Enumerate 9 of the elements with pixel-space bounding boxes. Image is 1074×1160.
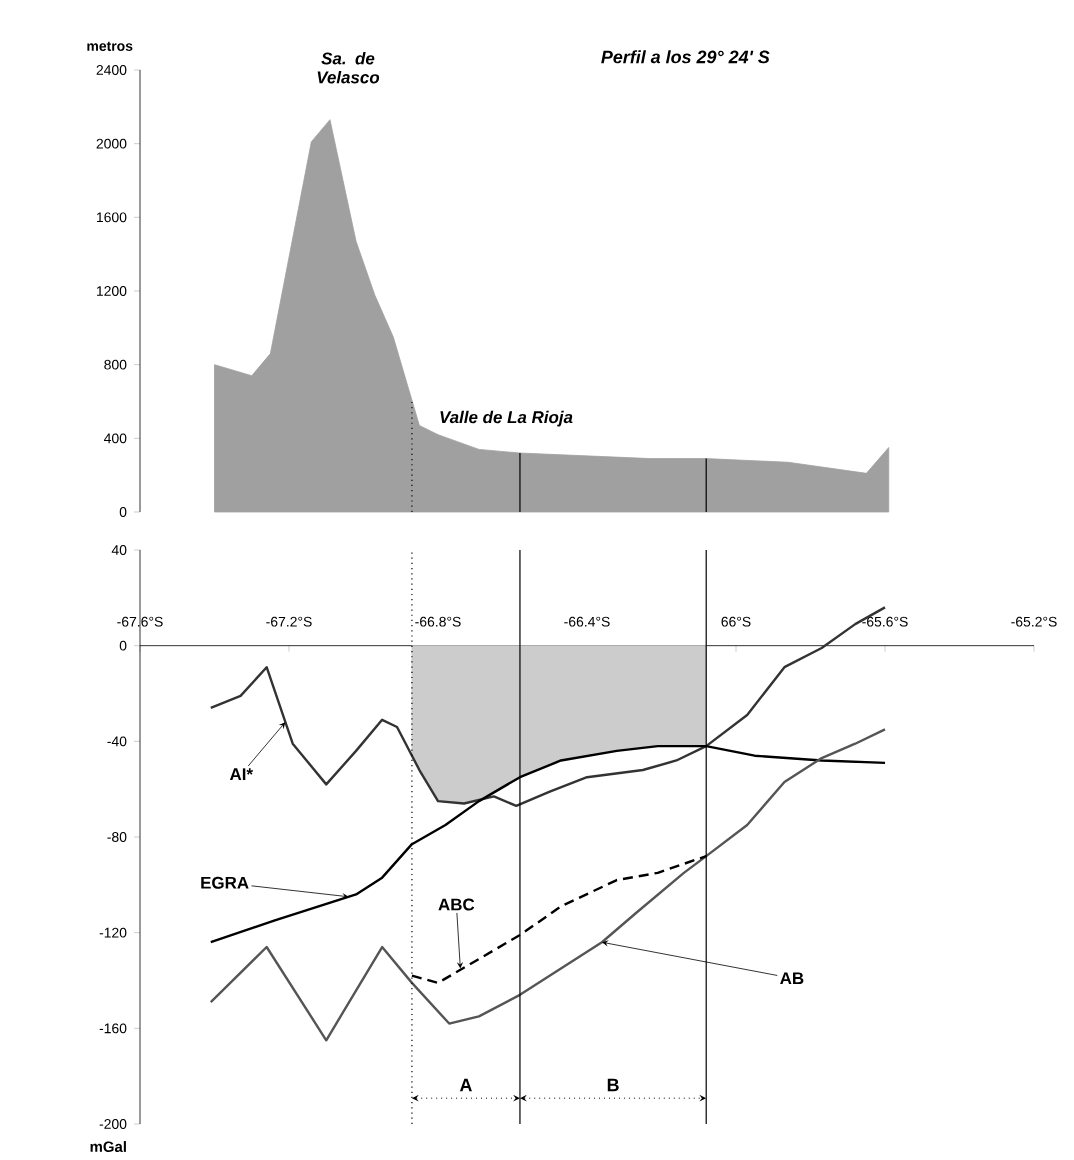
annotation: B	[607, 1078, 619, 1092]
annotation: AI*	[229, 768, 254, 781]
annotation: AB	[780, 972, 804, 985]
annotation: A	[459, 1078, 472, 1092]
annotation: Sa. de Velasco	[317, 52, 380, 84]
chart-title: Perfil a los 29° 24' S	[601, 50, 770, 64]
annotation: ABC	[438, 898, 475, 911]
annotation: EGRA	[201, 876, 249, 889]
annotation: Valle de La Rioja	[440, 410, 573, 427]
